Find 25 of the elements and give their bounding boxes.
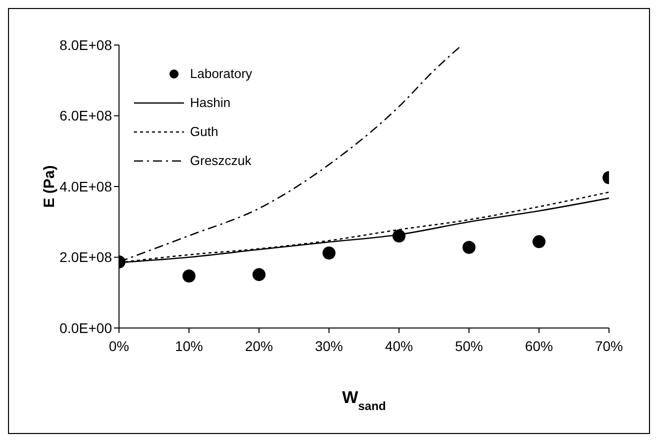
y-tick-label: 0.0E+00 — [59, 320, 112, 336]
y-tick-label: 6.0E+08 — [59, 108, 112, 124]
y-tick-label: 4.0E+08 — [59, 178, 112, 194]
y-tick-label: 8.0E+08 — [59, 36, 112, 53]
x-tick-label: 60% — [524, 338, 554, 354]
x-tick-label: 40% — [384, 338, 414, 354]
point — [392, 230, 406, 243]
legend-label: Hashin — [190, 95, 230, 110]
legend-label: Laboratory — [190, 66, 252, 81]
y-axis-title: E (Pa) — [41, 165, 58, 208]
x-axis-title: W$_{sand}$ — [342, 388, 386, 413]
point — [182, 270, 196, 282]
legend-label: Greszczuk — [190, 153, 252, 168]
x-tick-label: 10% — [174, 338, 204, 354]
legend-label: Guth — [190, 124, 218, 139]
x-tick-label: 30% — [314, 338, 344, 354]
x-tick-label: 70% — [594, 338, 624, 354]
point — [252, 268, 266, 282]
x-tick-label: 50% — [454, 338, 484, 354]
y-tick-label: 2.0E+08 — [59, 249, 112, 266]
x-tick-label: 20% — [244, 338, 274, 354]
point — [322, 246, 336, 260]
x-tick-label: 0% — [108, 338, 130, 354]
point — [532, 235, 546, 248]
point — [462, 240, 476, 254]
